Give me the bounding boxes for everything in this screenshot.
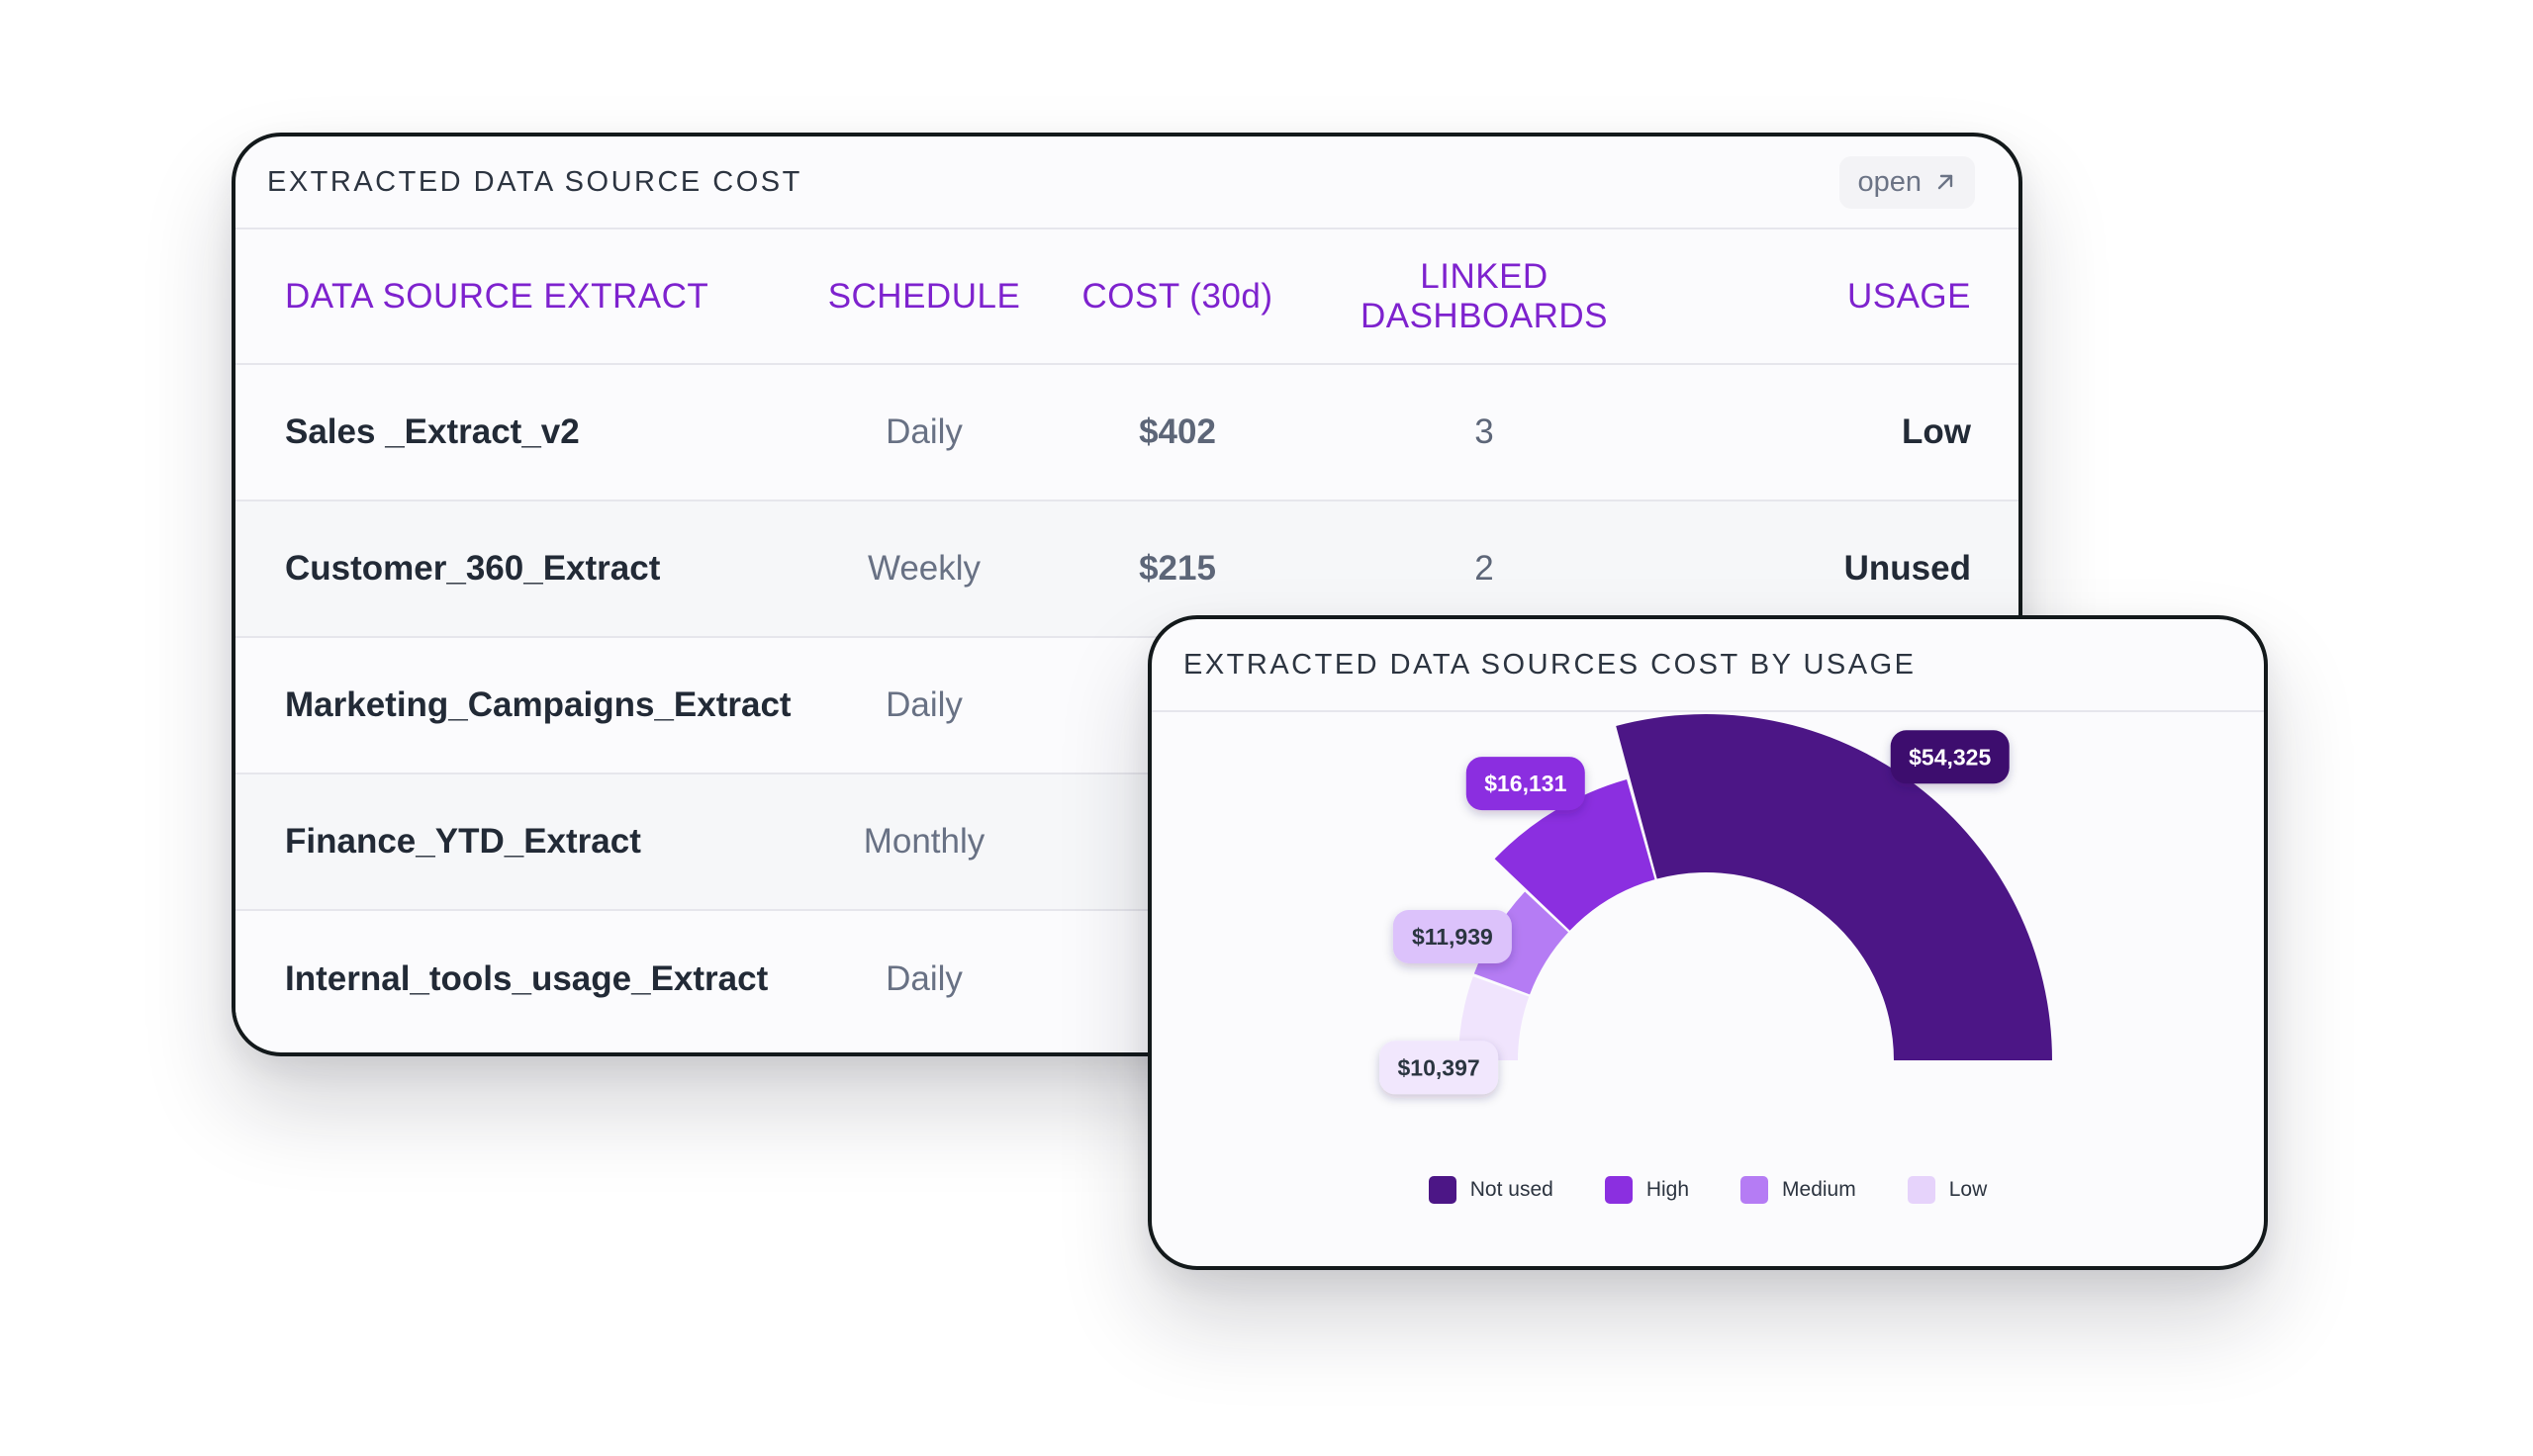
cell-schedule: Daily — [809, 364, 1039, 501]
legend-label: High — [1645, 1178, 1690, 1201]
cell-usage: Low — [1652, 364, 2018, 501]
value-label-high: $16,131 — [1465, 757, 1585, 811]
cell-schedule: Daily — [886, 958, 963, 998]
legend-item-low[interactable]: Low — [1907, 1176, 1988, 1204]
column-header-data-source-extract[interactable]: DATA SOURCE EXTRACT — [235, 229, 809, 365]
chart-legend: Not used High Medium Low — [1152, 1176, 2264, 1204]
table-card-header: EXTRACTED DATA SOURCE COST open — [235, 136, 2018, 229]
legend-swatch — [1428, 1176, 1456, 1204]
open-link[interactable]: open — [1839, 155, 1975, 209]
legend-swatch — [1907, 1176, 1935, 1204]
donut-slice-high[interactable] — [1494, 779, 1655, 931]
cell-name: Marketing_Campaigns_Extract — [235, 637, 809, 774]
value-label-low: $10,397 — [1379, 1041, 1499, 1095]
table-row[interactable]: Sales _Extract_v2 Daily $402 3 Low — [235, 364, 2018, 501]
table-row[interactable]: Customer_360_Extract Weekly $215 2 Unuse… — [235, 500, 2018, 638]
svg-text:$10,397: $10,397 — [1398, 1054, 1480, 1080]
svg-text:$54,325: $54,325 — [1909, 744, 1991, 770]
legend-label: Low — [1948, 1178, 1988, 1201]
svg-text:$16,131: $16,131 — [1484, 771, 1566, 796]
cell-cost: $402 — [1039, 364, 1316, 501]
cell-schedule: Daily — [809, 637, 1039, 774]
half-donut-chart: $54,325 $16,131 $11,939 $10,397 — [1379, 714, 2052, 1095]
chart-card-title: EXTRACTED DATA SOURCES COST BY USAGE — [1183, 648, 1917, 681]
cell-linked-dashboards: 2 — [1316, 500, 1652, 638]
cell-name: Finance_YTD_Extract — [235, 774, 809, 911]
legend-item-medium[interactable]: Medium — [1740, 1176, 1856, 1204]
donut-slice-not-used[interactable] — [1616, 714, 2052, 1060]
cell-schedule: Weekly — [809, 500, 1039, 638]
cost-by-usage-chart-card: EXTRACTED DATA SOURCES COST BY USAGE $54… — [1148, 615, 2268, 1270]
cell-cost: $215 — [1039, 500, 1316, 638]
column-header-cost[interactable]: COST (30d) — [1039, 229, 1316, 365]
cell-linked-dashboards: 3 — [1316, 364, 1652, 501]
value-label-medium: $11,939 — [1392, 909, 1512, 963]
legend-item-not-used[interactable]: Not used — [1428, 1176, 1553, 1204]
open-label: open — [1857, 165, 1922, 198]
legend-label: Not used — [1469, 1178, 1553, 1201]
column-header-schedule[interactable]: SCHEDULE — [809, 229, 1039, 365]
cell-name: Customer_360_Extract — [235, 500, 809, 638]
legend-label: Medium — [1782, 1178, 1856, 1201]
legend-swatch — [1604, 1176, 1633, 1204]
value-label-not-used: $54,325 — [1890, 730, 2010, 784]
column-header-usage[interactable]: USAGE — [1652, 229, 2018, 365]
donut-slice-low[interactable] — [1458, 976, 1530, 1060]
table-header-row: DATA SOURCE EXTRACT SCHEDULE COST (30d) … — [235, 229, 2018, 365]
table-card-title: EXTRACTED DATA SOURCE COST — [267, 165, 802, 198]
cell-schedule: Monthly — [809, 774, 1039, 911]
arrow-up-right-icon — [1937, 174, 1953, 190]
cell-name: Sales _Extract_v2 — [235, 364, 809, 501]
legend-item-high[interactable]: High — [1604, 1176, 1690, 1204]
legend-swatch — [1740, 1176, 1769, 1204]
svg-text:$11,939: $11,939 — [1412, 924, 1493, 950]
donut-slice-medium[interactable] — [1473, 891, 1569, 995]
chart-card-header: EXTRACTED DATA SOURCES COST BY USAGE — [1152, 619, 2264, 712]
column-header-linked-dashboards[interactable]: LINKED DASHBOARDS — [1316, 229, 1652, 365]
cell-name: Internal_tools_usage_Extract — [285, 958, 769, 998]
